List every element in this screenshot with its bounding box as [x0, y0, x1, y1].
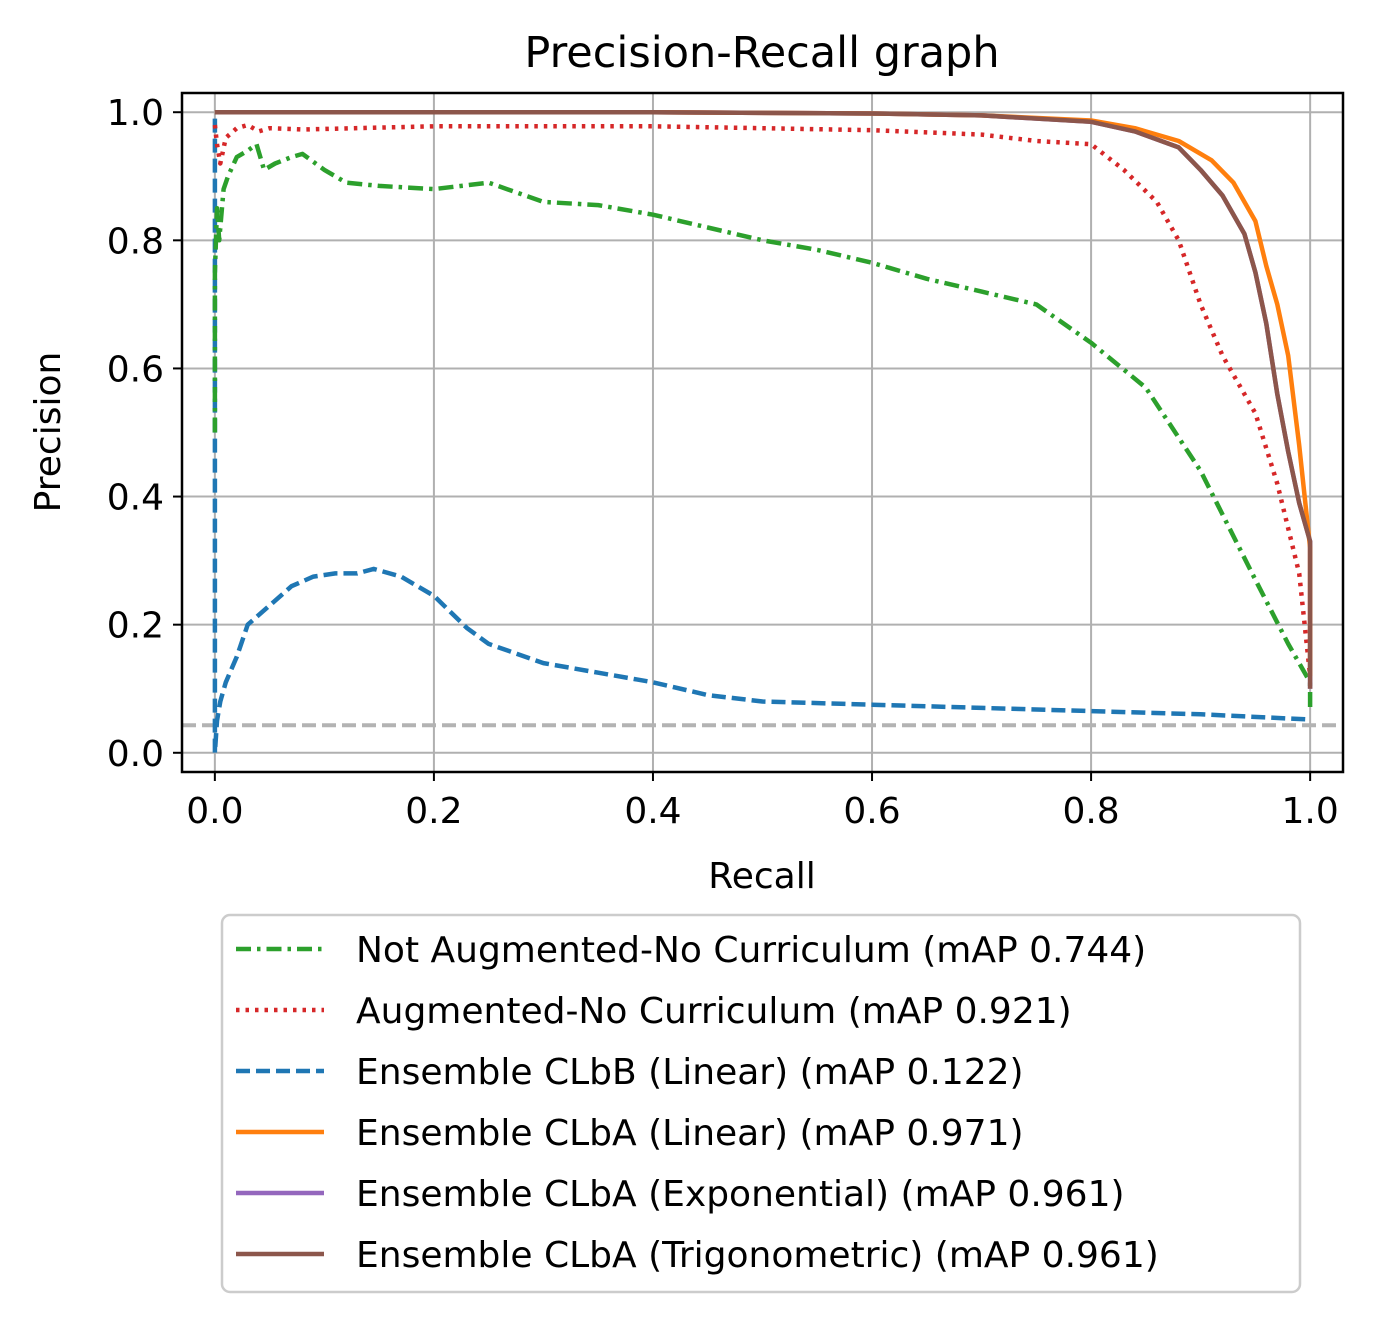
series-line-0 [212, 141, 1313, 708]
chart-title: Precision-Recall graph [524, 28, 999, 78]
grid [182, 93, 1343, 772]
series-line-3 [214, 109, 1313, 676]
y-tick-label: 0.2 [107, 606, 164, 647]
y-axis-label: Precision [28, 352, 69, 513]
x-tick-label: 0.6 [843, 791, 900, 832]
series-line-1 [212, 122, 1313, 677]
x-tick-label: 0.0 [186, 791, 243, 832]
series-line-2 [212, 118, 1311, 756]
plot-frame [180, 91, 1345, 774]
y-tick-label: 0.8 [107, 221, 164, 262]
legend-label-2: Ensemble CLbB (Linear) (mAP 0.122) [356, 1052, 1024, 1093]
legend-label-5: Ensemble CLbA (Trigonometric) (mAP 0.961… [356, 1235, 1159, 1276]
series-line-5 [214, 109, 1313, 689]
x-tick-label: 1.0 [1282, 791, 1339, 832]
y-tick-label: 1.0 [107, 93, 164, 134]
x-tick-label: 0.8 [1062, 791, 1119, 832]
y-axis: 0.0 0.2 0.4 0.6 0.8 1.0 [107, 93, 182, 775]
y-tick-label: 0.0 [107, 734, 164, 775]
y-tick-label: 0.4 [107, 478, 164, 519]
legend-label-3: Ensemble CLbA (Linear) (mAP 0.971) [356, 1113, 1024, 1154]
x-axis: 0.0 0.2 0.4 0.6 0.8 1.0 [186, 772, 1339, 832]
legend: Not Augmented-No Curriculum (mAP 0.744) A… [220, 913, 1302, 1294]
x-tick-label: 0.4 [624, 791, 681, 832]
y-tick-label: 0.6 [107, 349, 164, 390]
series-line-4 [214, 109, 1313, 689]
series-group [212, 109, 1313, 756]
legend-label-1: Augmented-No Curriculum (mAP 0.921) [356, 991, 1072, 1032]
x-axis-label: Recall [708, 856, 815, 897]
legend-label-4: Ensemble CLbA (Exponential) (mAP 0.961) [356, 1174, 1125, 1215]
legend-label-0: Not Augmented-No Curriculum (mAP 0.744) [356, 930, 1146, 971]
legend-box [220, 913, 1302, 1294]
x-tick-label: 0.2 [405, 791, 462, 832]
